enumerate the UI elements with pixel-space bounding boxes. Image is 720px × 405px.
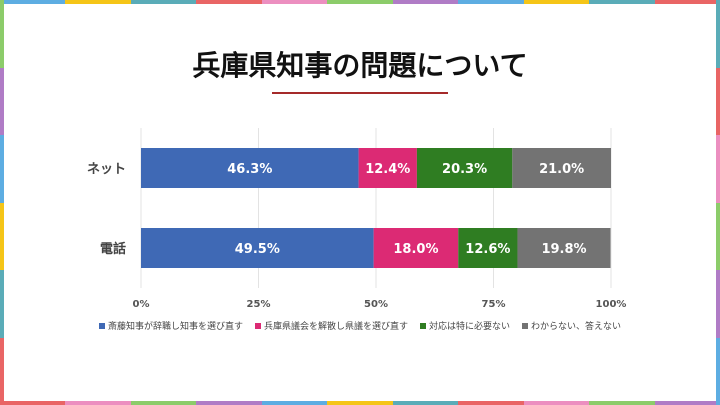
border-segment	[130, 401, 197, 405]
border-segment	[523, 0, 590, 4]
x-tick-label: 0%	[133, 299, 150, 310]
border-segment	[65, 401, 131, 405]
border-segment	[327, 0, 393, 4]
data-label: 21.0%	[539, 162, 584, 177]
bar-segment	[458, 228, 518, 268]
chart-legend: 斎藤知事が辞職し知事を選び直す 兵庫県議会を解散し県議を選び直す 対応は特に必要ない…	[0, 319, 720, 332]
border-segment	[589, 0, 655, 4]
legend-swatch	[420, 322, 426, 329]
border-segment	[589, 401, 655, 405]
legend-item: 斎藤知事が辞職し知事を選び直す	[98, 319, 243, 332]
legend-swatch	[254, 322, 261, 329]
bar-segment	[373, 228, 459, 268]
border-segment	[196, 401, 262, 405]
legend-label: 斎藤知事が辞職し知事を選び直す	[107, 322, 243, 332]
bar-segment	[512, 148, 611, 188]
border-segment	[130, 0, 197, 4]
border-segment	[0, 67, 4, 135]
border-segment	[196, 0, 262, 4]
decorative-border-right	[716, 0, 720, 405]
legend-label: 対応は特に必要ない	[429, 322, 511, 332]
data-label: 19.8%	[541, 242, 586, 257]
page-title: 兵庫県知事の問題について	[192, 49, 528, 82]
legend-label: わからない、答えない	[531, 322, 622, 332]
bar-segment	[416, 148, 513, 188]
border-segment	[523, 401, 590, 405]
border-segment	[458, 401, 524, 405]
bar-segment	[517, 228, 611, 268]
border-segment	[716, 67, 720, 135]
border-segment	[392, 401, 459, 405]
border-segment	[716, 337, 720, 405]
legend-item: 対応は特に必要ない	[420, 319, 510, 332]
data-label: 49.5%	[235, 242, 280, 257]
border-segment	[0, 401, 66, 405]
data-label: 46.3%	[227, 162, 272, 177]
border-segment	[716, 0, 720, 68]
legend-swatch	[98, 322, 105, 329]
border-segment	[654, 401, 720, 405]
legend-item: 兵庫県議会を解散し県議を選び直す	[254, 319, 408, 332]
data-label: 12.6%	[465, 242, 510, 257]
border-segment	[261, 401, 328, 405]
border-segment	[65, 0, 131, 4]
bar-segment	[141, 228, 374, 268]
decorative-border-left	[0, 0, 4, 405]
border-segment	[0, 202, 4, 270]
x-tick-label: 25%	[247, 299, 271, 310]
legend-swatch	[522, 322, 529, 329]
border-segment	[0, 270, 4, 338]
legend-label: 兵庫県議会を解散し県議を選び直す	[263, 322, 408, 332]
border-segment	[0, 0, 4, 68]
border-segment	[716, 135, 720, 203]
x-tick-label: 50%	[364, 299, 388, 310]
decorative-border-top	[0, 0, 720, 4]
border-segment	[392, 0, 459, 4]
border-segment	[0, 337, 4, 405]
x-tick-label: 75%	[482, 299, 506, 310]
bar-segment	[358, 148, 417, 188]
data-label: 18.0%	[393, 242, 438, 257]
data-label: 12.4%	[365, 162, 410, 177]
decorative-border-bottom	[0, 401, 720, 405]
legend-item: わからない、答えない	[522, 319, 621, 332]
border-segment	[458, 0, 524, 4]
x-tick-label: 100%	[596, 299, 627, 310]
data-label: 20.3%	[442, 162, 487, 177]
border-segment	[261, 0, 328, 4]
category-label: 電話	[100, 241, 126, 257]
border-segment	[716, 202, 720, 270]
border-segment	[0, 135, 4, 203]
bar-segment	[141, 148, 359, 188]
border-segment	[654, 0, 720, 4]
category-label: ネット	[87, 162, 126, 177]
border-segment	[0, 0, 66, 4]
border-segment	[327, 401, 393, 405]
border-segment	[716, 270, 720, 338]
title-underline	[272, 92, 448, 94]
